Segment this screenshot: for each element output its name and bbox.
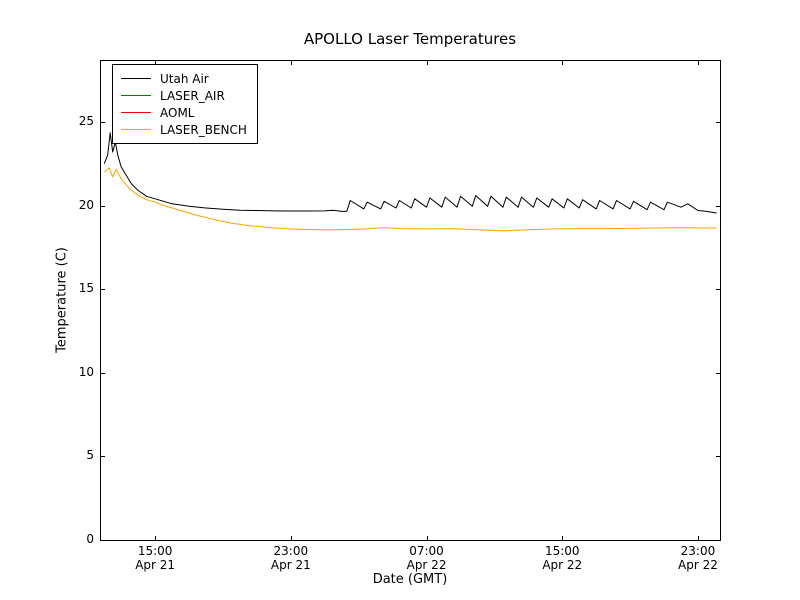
y-tick-label: 5 — [86, 448, 94, 463]
legend-label: LASER_BENCH — [160, 122, 247, 137]
x-axis-label: Date (GMT) — [372, 572, 448, 587]
x-tick-label: 15:00 Apr 22 — [542, 544, 583, 573]
y-tick-label: 0 — [86, 532, 94, 546]
y-tick-label: 10 — [78, 364, 94, 379]
x-tick-label: 15:00 Apr 21 — [135, 544, 176, 573]
axes-frame — [100, 60, 721, 541]
legend-label: AOML — [160, 105, 195, 120]
x-tick-label: 23:00 Apr 21 — [270, 544, 311, 573]
series-line-utah-air — [103, 132, 717, 214]
legend-line-swatch — [121, 129, 151, 130]
legend-item: LASER_BENCH — [121, 121, 247, 138]
y-tick-label: 20 — [78, 197, 94, 212]
legend-item: AOML — [121, 104, 247, 121]
legend-line-swatch — [121, 112, 151, 113]
legend-line-swatch — [121, 95, 151, 96]
legend-item: LASER_AIR — [121, 87, 247, 104]
y-tick-label: 25 — [78, 113, 94, 128]
legend: Utah Air LASER_AIR AOML LASER_BENCH — [112, 64, 258, 144]
chart-title: APOLLO Laser Temperatures — [303, 30, 517, 48]
legend-label: Utah Air — [160, 71, 209, 86]
x-tick-label: 07:00 Apr 22 — [406, 544, 447, 573]
x-tick-label: 23:00 Apr 22 — [678, 544, 718, 573]
y-tick-label: 15 — [78, 281, 94, 296]
y-axis-label: Temperature (C) — [54, 247, 70, 353]
legend-label: LASER_AIR — [160, 88, 225, 103]
legend-item: Utah Air — [121, 70, 247, 87]
legend-line-swatch — [121, 78, 151, 79]
series-line-laser-bench — [103, 167, 717, 232]
